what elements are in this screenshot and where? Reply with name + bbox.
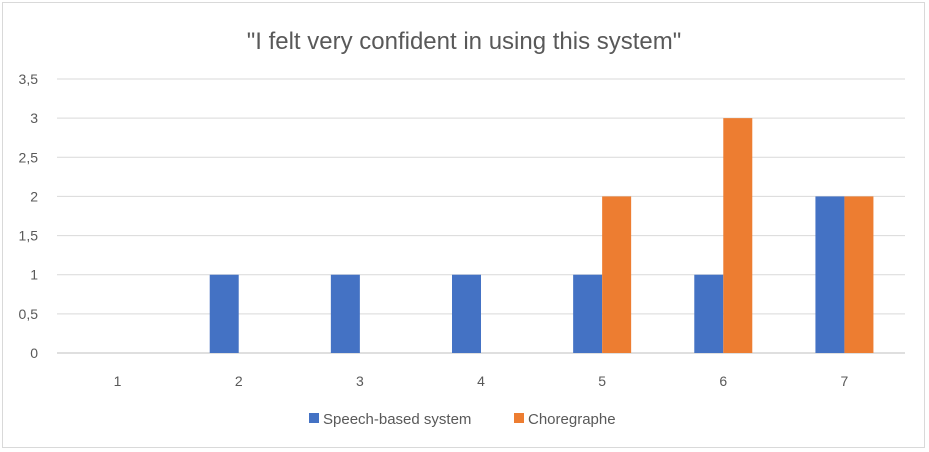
- legend-label: Speech-based system: [323, 411, 471, 428]
- x-tick-label: 2: [235, 373, 243, 389]
- bar-speech-2: [209, 274, 239, 353]
- legend-label: Choregraphe: [528, 411, 616, 428]
- bar-choregraphe-6: [723, 118, 753, 354]
- bar-speech-6: [694, 274, 724, 353]
- x-axis-ticks: 1 2 3 4 5 6 7: [114, 373, 849, 389]
- bars: [209, 118, 874, 354]
- gridlines: [57, 78, 905, 354]
- legend-swatch: [514, 413, 524, 423]
- y-tick-label: 1,5: [19, 228, 39, 244]
- y-tick-label: 2: [30, 188, 38, 204]
- y-tick-label: 0: [30, 345, 38, 361]
- x-tick-label: 5: [598, 373, 606, 389]
- y-tick-label: 3,5: [19, 71, 39, 87]
- y-tick-label: 2,5: [19, 149, 39, 165]
- bar-speech-7: [815, 196, 845, 353]
- bar-speech-4: [452, 274, 481, 353]
- y-axis-ticks: 0 0,5 1 1,5 2 2,5 3 3,5: [19, 71, 39, 361]
- x-tick-label: 6: [719, 373, 727, 389]
- y-tick-label: 0,5: [19, 306, 39, 322]
- x-tick-label: 7: [841, 373, 849, 389]
- y-tick-label: 1: [30, 267, 38, 283]
- bar-choregraphe-5: [602, 196, 632, 353]
- bar-speech-3: [330, 274, 360, 353]
- legend-swatch: [309, 413, 319, 423]
- x-tick-label: 3: [356, 373, 364, 389]
- x-tick-label: 1: [114, 373, 122, 389]
- bar-choregraphe-7: [844, 196, 874, 353]
- chart-title: "I felt very confident in using this sys…: [247, 28, 682, 55]
- legend: Speech-based system Choregraphe: [309, 411, 616, 428]
- x-tick-label: 4: [477, 373, 485, 389]
- bar-speech-5: [573, 274, 603, 353]
- y-tick-label: 3: [30, 110, 38, 126]
